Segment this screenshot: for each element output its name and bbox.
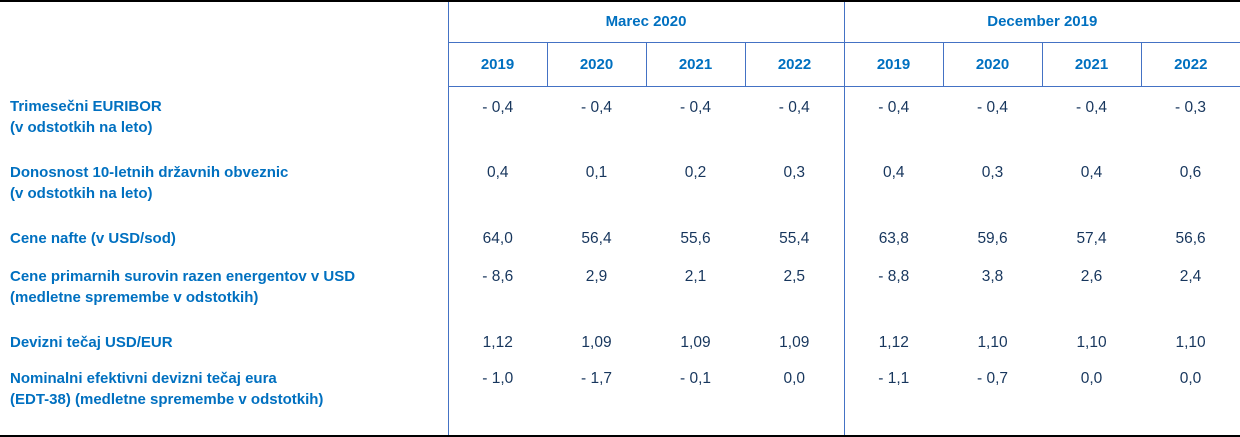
row-label: Cene primarnih surovin razen energentov … [10,268,356,285]
value-cell: - 8,6 [482,268,514,285]
value-cell: - 8,8 [878,268,910,285]
row-sublabel: (EDT-38) (medletne spremembe v odstotkih… [10,391,324,408]
group-header-marec-2020: Marec 2020 [448,2,845,43]
value-cell: 0,6 [1179,164,1202,181]
value-cell: 1,10 [1076,334,1107,351]
value-cell: 64,0 [482,230,513,247]
value-cell: 55,6 [680,230,711,247]
value-cell: 59,6 [977,230,1008,247]
value-cell: 0,4 [1080,164,1103,181]
value-cell: 0,4 [883,164,905,181]
row-label-cell: Cene primarnih surovin razen energentov … [0,256,449,322]
value-cell: 1,09 [745,322,845,358]
value-cell: 2,1 [684,268,707,285]
table-row-usd-eur-rate: Devizni tečaj USD/EUR 1,12 1,09 1,09 1,0… [0,322,1240,358]
row-sublabel: (v odstotkih na leto) [10,119,153,136]
row-label: Nominalni efektivni devizni tečaj eura [10,370,277,387]
value-cell: - 0,3 [1175,98,1207,116]
corner-cell [0,2,449,86]
value-cell: 2,5 [745,256,845,322]
row-sublabel: (v odstotkih na leto) [10,185,153,202]
row-label: Donosnost 10-letnih državnih obveznic [10,164,289,181]
value-cell: - 0,4 [679,98,711,116]
value-cell: 1,12 [482,334,513,351]
table-row-oil-prices: Cene nafte (v USD/sod) 64,0 56,4 55,6 55… [0,218,1240,256]
year-header: 2022 [1141,42,1240,87]
row-label-cell: Donosnost 10-letnih državnih obveznic (v… [0,152,449,218]
value-cell: - 0,4 [878,98,910,116]
value-cell: 55,4 [745,218,845,256]
value-cell: - 1,7 [580,370,612,387]
table-row-commodity-prices: Cene primarnih surovin razen energentov … [0,256,1240,322]
row-label: Cene nafte (v USD/sod) [10,230,176,247]
table-row-government-bonds: Donosnost 10-letnih državnih obveznic (v… [0,152,1240,218]
year-header: 2019 [448,42,548,87]
value-cell: - 0,7 [977,370,1009,387]
row-label: Trimesečni EURIBOR [10,98,162,115]
year-header: 2022 [745,42,845,87]
group-header-row: Marec 2020 December 2019 [0,2,1240,86]
value-cell: - 0,4 [482,98,514,116]
value-cell: 63,8 [878,230,909,247]
value-cell: 0,0 [1179,370,1202,387]
row-sublabel: (medletne spremembe v odstotkih) [10,289,259,306]
value-cell: 1,09 [680,334,711,351]
value-cell: 2,6 [1080,268,1103,285]
value-cell: 0,4 [486,164,509,181]
table-row-euribor: Trimesečni EURIBOR (v odstotkih na leto)… [0,86,1240,152]
value-cell: - 0,4 [580,98,612,116]
table-row-nominal-effective-rate: Nominalni efektivni devizni tečaj eura (… [0,358,1240,435]
group-header-december-2019: December 2019 [844,2,1240,43]
row-label: Devizni tečaj USD/EUR [10,334,173,351]
year-header: 2021 [1042,42,1142,87]
value-cell: 0,2 [684,164,707,181]
value-cell: 0,0 [1080,370,1103,387]
year-header: 2020 [547,42,647,87]
value-cell: - 0,4 [977,98,1009,116]
value-cell: 57,4 [1076,230,1107,247]
row-label-cell: Nominalni efektivni devizni tečaj eura (… [0,358,449,435]
value-cell: - 1,1 [878,370,910,387]
value-cell: 56,4 [581,230,612,247]
value-cell: 2,9 [585,268,608,285]
value-cell: - 0,4 [1076,98,1108,116]
value-cell: 0,1 [585,164,608,181]
value-cell: 0,3 [745,152,845,218]
value-cell: 1,10 [1175,334,1206,351]
value-cell: - 1,0 [482,370,514,387]
value-cell: - 0,1 [679,370,711,387]
value-cell: 3,8 [981,268,1004,285]
year-header: 2021 [646,42,746,87]
value-cell: 0,0 [745,358,845,435]
value-cell: 1,09 [581,334,612,351]
value-cell: 0,3 [981,164,1004,181]
value-cell: 2,4 [1179,268,1202,285]
value-cell: - 0,4 [745,86,845,152]
row-label-cell: Devizni tečaj USD/EUR [0,322,449,358]
row-label-cell: Trimesečni EURIBOR (v odstotkih na leto) [0,86,449,152]
value-cell: 56,6 [1175,230,1206,247]
value-cell: 1,10 [977,334,1008,351]
row-label-cell: Cene nafte (v USD/sod) [0,218,449,256]
year-header: 2020 [943,42,1043,87]
year-header: 2019 [844,42,944,87]
value-cell: 1,12 [878,334,909,351]
year-header-row: 2019 2020 2021 2022 2019 2020 2021 2022 [0,42,1240,87]
